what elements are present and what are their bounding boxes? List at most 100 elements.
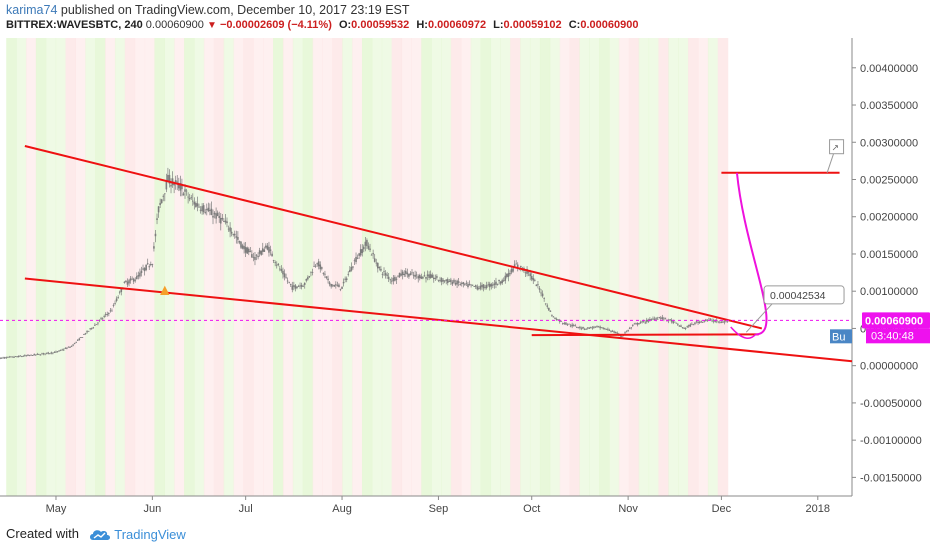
candle-body [223, 221, 225, 222]
candle-body [417, 276, 420, 279]
candle-body [42, 353, 45, 355]
triangle-marker-icon: ▲ [157, 282, 173, 299]
candle-body [467, 284, 469, 287]
candle-body [530, 276, 533, 280]
candle-body [289, 283, 292, 285]
candle-body [658, 317, 661, 318]
buy-box[interactable] [830, 329, 852, 344]
candle-body [75, 341, 77, 343]
candle-body [151, 264, 154, 265]
candle-body [673, 321, 676, 323]
candle-body [140, 270, 143, 274]
candle-body [698, 321, 701, 323]
candle-body [30, 354, 32, 356]
candle-body [39, 354, 42, 356]
candle-body [532, 278, 535, 281]
background-band [6, 38, 17, 496]
candle-body [286, 280, 289, 282]
candle-body [241, 245, 244, 249]
candle-body [488, 283, 491, 288]
candle-body [335, 284, 337, 286]
candle-body [537, 284, 539, 286]
candle-body [132, 278, 135, 282]
candle-body [387, 276, 390, 279]
y-tick-label: 0.00150000 [860, 249, 918, 261]
candle-body [297, 286, 300, 288]
candle-body [456, 280, 458, 285]
candle-body [670, 320, 673, 322]
candle-body [27, 354, 29, 356]
candle-body [610, 331, 612, 333]
candle-body [195, 203, 197, 207]
candle-body [515, 263, 517, 265]
projection-dip[interactable] [730, 326, 757, 339]
candle-body [481, 284, 483, 287]
candle-body [370, 254, 373, 256]
price-change: −0.00002609 (−4.11%) [219, 19, 332, 31]
candle-body [95, 324, 98, 325]
candle-body [686, 326, 688, 328]
candle-body [628, 328, 631, 330]
candle-body [476, 286, 479, 290]
footer: Created with TradingView [6, 526, 186, 542]
candle-body [47, 352, 49, 354]
trendline[interactable] [531, 333, 759, 337]
background-band [441, 38, 452, 496]
candle-body [398, 272, 401, 277]
candle-body [593, 326, 595, 328]
candle-body [336, 284, 339, 286]
trendline[interactable] [24, 145, 763, 330]
background-band [233, 38, 244, 496]
candle-body [440, 278, 443, 282]
candle-body [108, 313, 110, 314]
background-band [638, 38, 650, 496]
candle-body [106, 314, 109, 315]
candle-body [652, 318, 654, 320]
candle-body [492, 284, 494, 286]
candle-body [162, 195, 165, 197]
candle-body [649, 319, 651, 321]
candle-body [603, 328, 606, 330]
candle-body [563, 323, 566, 325]
candle-body [218, 216, 221, 218]
candle-body [350, 266, 353, 271]
candle-body [499, 281, 502, 284]
candle-body [577, 327, 580, 329]
tradingview-brand[interactable]: TradingView [114, 527, 186, 543]
candle-body [90, 327, 93, 329]
candle-body [389, 279, 392, 281]
candle-body [380, 268, 382, 271]
candle-body [72, 344, 74, 346]
background-band [450, 38, 462, 496]
last-price-label: 0.00060900 [865, 315, 923, 327]
candle-body [683, 328, 685, 329]
background-band [500, 38, 511, 496]
candle-body [117, 297, 119, 299]
candle-body [582, 326, 584, 329]
candle-body [411, 272, 413, 274]
pattern-callout-box [829, 139, 845, 155]
candle-body [546, 305, 549, 307]
candle-body [462, 282, 465, 285]
candle-body [41, 353, 43, 355]
candle-body [502, 280, 505, 282]
candle-body [238, 240, 241, 243]
author-link[interactable]: karima74 [6, 3, 58, 17]
candle-body [177, 183, 180, 189]
candle-body [529, 273, 531, 277]
candle-body [92, 327, 95, 329]
price-chart[interactable]: ▲ 0.00400000 0.00350000 0.00300000 0.002500… [0, 38, 932, 522]
candle-body [636, 322, 639, 325]
candle-body [84, 333, 87, 335]
candle-body [28, 355, 31, 357]
projection-curve[interactable] [735, 172, 768, 336]
background-band [85, 38, 96, 496]
buy-label[interactable]: Bu [832, 331, 845, 343]
candle-body [0, 357, 3, 359]
symbol[interactable]: BITTREX:WAVESBTC, 240 [6, 19, 143, 31]
candle-body [527, 271, 530, 273]
pattern-callout-pointer [826, 153, 835, 173]
candle-body [313, 265, 315, 267]
candle-body [179, 183, 182, 191]
candle-body [355, 256, 357, 263]
